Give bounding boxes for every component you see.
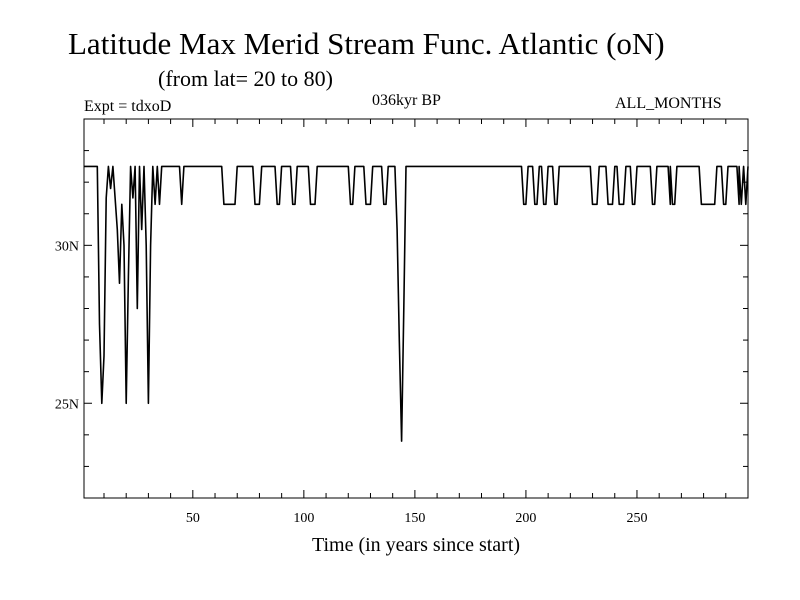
period-label: 036kyr BP [372, 92, 441, 109]
y-tick-label: 25N [55, 397, 79, 412]
x-tick-label: 100 [293, 511, 314, 526]
series-line [84, 165, 749, 442]
experiment-label: Expt = tdxoD [84, 98, 172, 115]
x-tick-label: 250 [626, 511, 647, 526]
chart-subtitle: (from lat= 20 to 80) [158, 66, 333, 91]
chart-title: Latitude Max Merid Stream Func. Atlantic… [68, 26, 665, 61]
series-layer [84, 165, 749, 442]
x-tick-label: 50 [186, 511, 200, 526]
x-tick-label: 150 [404, 511, 425, 526]
y-tick-label: 30N [55, 239, 79, 254]
x-axis-label: Time (in years since start) [312, 534, 520, 556]
x-tick-label: 200 [515, 511, 536, 526]
axis-ticks [84, 119, 748, 498]
season-label: ALL_MONTHS [615, 95, 722, 112]
axis-tick-labels: 50 100 150 200 250 25N 30N [55, 239, 648, 526]
